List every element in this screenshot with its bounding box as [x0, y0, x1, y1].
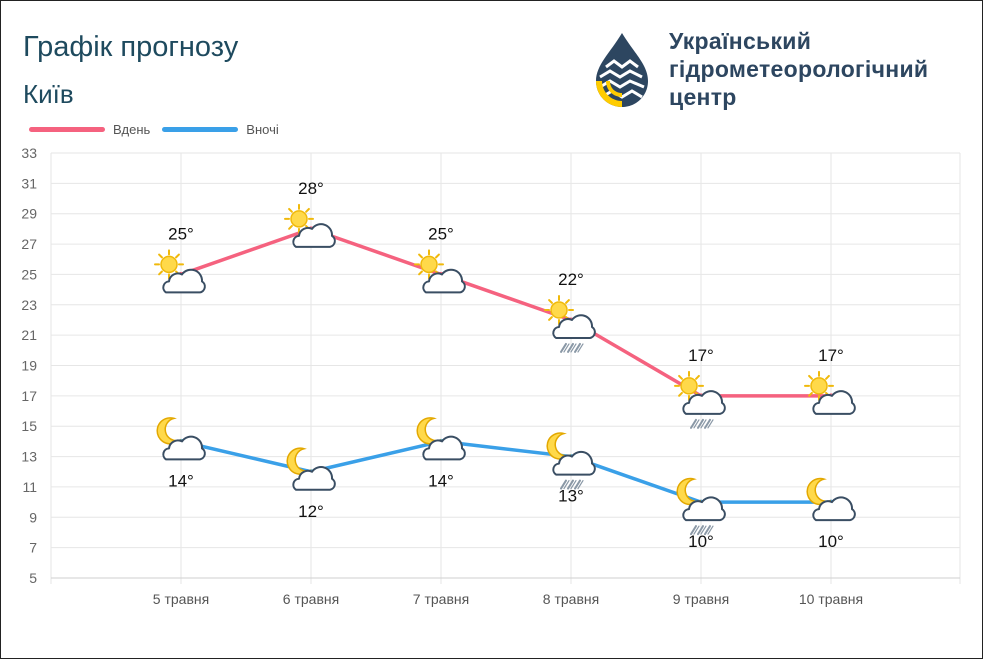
data-label-night: 14°: [428, 471, 454, 490]
y-tick-label: 31: [21, 175, 37, 191]
data-label-night: 10°: [818, 532, 844, 551]
moon-cloud-icon: [156, 417, 206, 461]
y-tick-label: 19: [21, 358, 37, 374]
sun-cloud-icon: [154, 249, 206, 294]
data-label-day: 25°: [428, 224, 454, 243]
legend-item-day[interactable]: Вдень: [29, 122, 150, 137]
legend-swatch-night: [162, 127, 239, 132]
y-tick-label: 27: [21, 236, 37, 252]
city-name: Київ: [23, 79, 74, 109]
data-label-day: 17°: [818, 346, 844, 365]
data-label-night: 14°: [168, 471, 194, 490]
legend-item-night[interactable]: Вночі: [162, 122, 279, 137]
sun-cloud-rain-icon: [674, 370, 726, 429]
x-tick-label: 7 травня: [413, 591, 469, 607]
x-tick-label: 6 травня: [283, 591, 339, 607]
data-label-day: 22°: [558, 270, 584, 289]
y-tick-label: 17: [21, 388, 37, 404]
ukrhydromet-logo-icon: [596, 33, 648, 107]
org-line-3: центр: [669, 84, 737, 110]
x-tick-label: 9 травня: [673, 591, 729, 607]
x-tick-label: 10 травня: [799, 591, 863, 607]
y-tick-label: 29: [21, 206, 37, 222]
moon-cloud-icon: [806, 477, 856, 522]
legend-label-night: Вночі: [246, 122, 279, 137]
y-tick-label: 11: [22, 479, 37, 495]
sun-cloud-rain-icon: [544, 294, 596, 353]
series-line-day: [180, 227, 831, 398]
y-tick-label: 15: [21, 418, 37, 434]
org-line-1: Український: [669, 28, 812, 54]
data-label-day: 17°: [688, 346, 714, 365]
series-line-night: [180, 439, 831, 504]
sun-cloud-icon: [414, 249, 466, 294]
moon-cloud-rain-icon: [546, 432, 596, 490]
y-tick-label: 21: [21, 327, 37, 343]
y-tick-label: 7: [29, 540, 37, 556]
moon-cloud-icon: [286, 447, 336, 491]
x-tick-label: 5 травня: [153, 591, 209, 607]
data-label-day: 28°: [298, 179, 324, 198]
y-tick-label: 9: [29, 509, 37, 525]
sun-cloud-icon: [804, 370, 856, 415]
sun-cloud-icon: [284, 203, 336, 248]
moon-cloud-rain-icon: [676, 477, 726, 536]
data-label-night: 12°: [298, 502, 324, 521]
data-label-night: 10°: [688, 532, 714, 551]
organization-name: Український гідрометеорологічний центр: [669, 27, 928, 111]
moon-cloud-icon: [416, 417, 466, 461]
page-title: Графік прогнозу: [23, 31, 239, 63]
legend-label-day: Вдень: [113, 122, 151, 137]
org-line-2: гідрометеорологічний: [669, 56, 929, 82]
y-tick-label: 33: [21, 145, 37, 161]
data-label-night: 13°: [558, 487, 584, 506]
x-tick-label: 8 травня: [543, 591, 599, 607]
y-tick-label: 5: [29, 570, 37, 586]
y-tick-label: 23: [21, 297, 37, 313]
chart-legend: Вдень Вночі: [29, 122, 291, 137]
y-tick-label: 25: [21, 266, 37, 282]
legend-swatch-day: [29, 127, 105, 132]
data-label-day: 25°: [168, 224, 194, 243]
y-tick-label: 13: [21, 449, 37, 465]
